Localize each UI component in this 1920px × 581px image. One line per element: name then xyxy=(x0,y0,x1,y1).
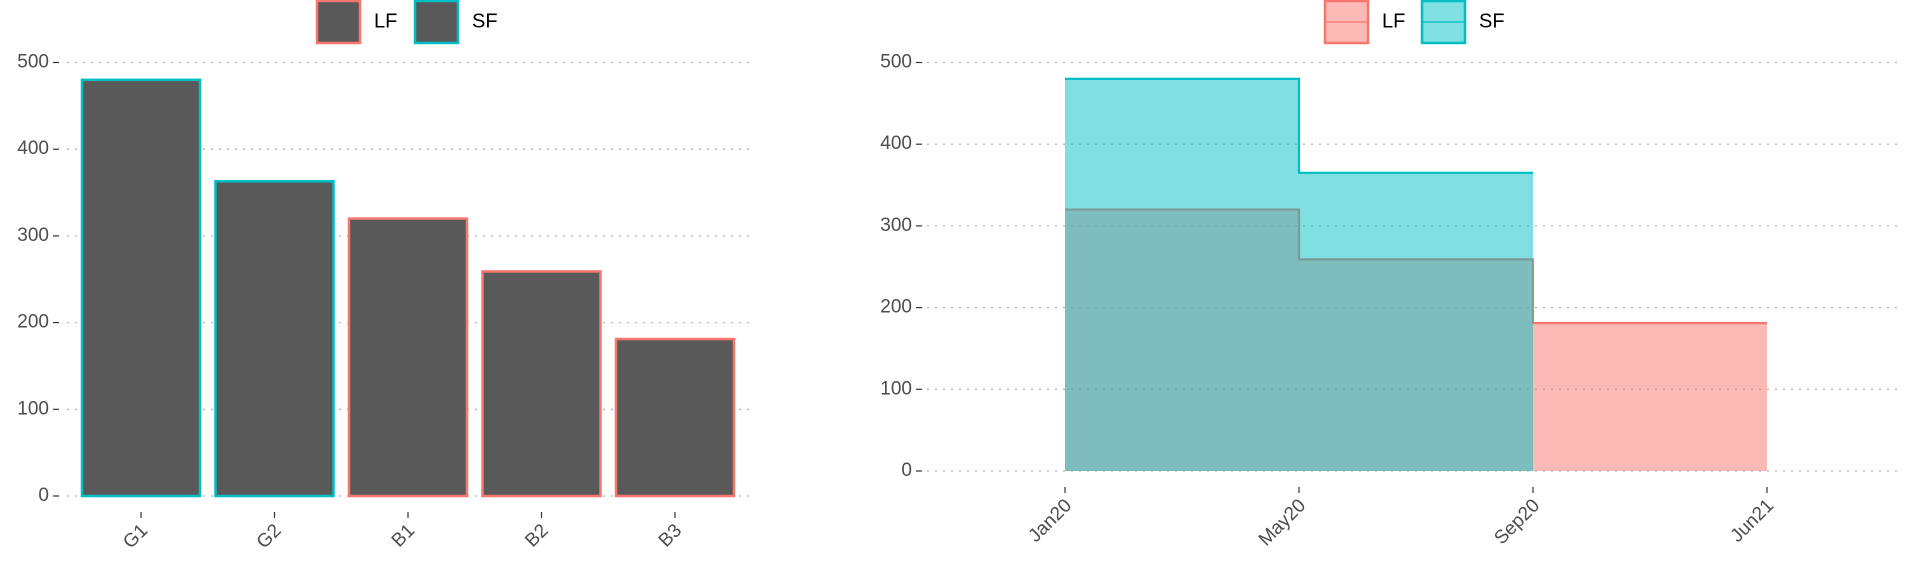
y-tick-label: 400 xyxy=(880,133,912,154)
y-tick-label: 300 xyxy=(17,225,49,246)
y-tick-label: 500 xyxy=(17,52,49,73)
x-tick-label: B2 xyxy=(521,520,552,551)
legend-label: LF xyxy=(374,10,397,32)
x-tick-label: Jun21 xyxy=(1727,495,1778,546)
y-tick-label: 0 xyxy=(38,485,49,506)
y-tick-label: 400 xyxy=(17,138,49,159)
x-tick-label: May20 xyxy=(1255,495,1310,550)
x-tick-label: Jan20 xyxy=(1025,495,1076,546)
y-tick-label: 300 xyxy=(880,215,912,236)
y-tick-label: 500 xyxy=(880,52,912,73)
step-area xyxy=(1065,78,1533,471)
x-tick-label: G1 xyxy=(119,520,152,553)
x-tick-label: B1 xyxy=(388,520,419,551)
legend-label: SF xyxy=(472,10,498,32)
legend-label: SF xyxy=(1479,10,1505,32)
x-tick-label: G2 xyxy=(253,520,286,553)
bar xyxy=(347,217,469,498)
bar xyxy=(80,78,202,498)
step-line xyxy=(1065,77,1533,174)
x-tick-label: B3 xyxy=(655,520,686,551)
y-tick-label: 100 xyxy=(17,398,49,419)
y-tick-label: 200 xyxy=(880,297,912,318)
bar xyxy=(481,270,602,498)
bar xyxy=(214,180,335,498)
legend-key xyxy=(413,0,460,45)
y-tick-label: 100 xyxy=(880,378,912,399)
y-tick-label: 0 xyxy=(901,460,912,481)
legend-label: LF xyxy=(1382,10,1405,32)
bar xyxy=(614,337,736,498)
legend-key xyxy=(315,0,362,45)
y-tick-label: 200 xyxy=(17,312,49,333)
x-tick-label: Sep20 xyxy=(1490,495,1544,549)
